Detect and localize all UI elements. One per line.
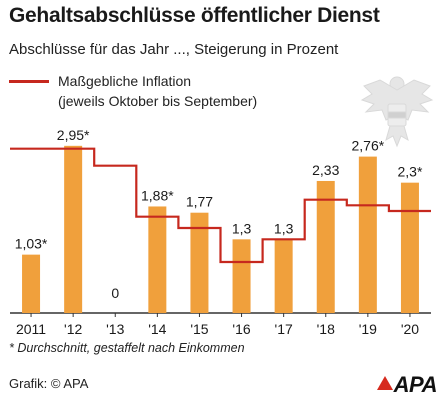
bar-value-label-9: 2,3* xyxy=(397,164,422,180)
bar-value-label-1: 2,95* xyxy=(57,127,90,143)
x-tick-label-7: '18 xyxy=(317,321,335,337)
bar-7 xyxy=(316,180,335,313)
source-credit: Grafik: © APA xyxy=(9,376,89,391)
bar-value-label-6: 1,3 xyxy=(274,220,294,236)
bar-value-label-8: 2,76* xyxy=(351,138,384,154)
x-tick-label-9: '20 xyxy=(401,321,419,337)
bar-value-label-2: 0 xyxy=(111,285,119,301)
legend-inflation-label: Maßgebliche Inflation (jeweils Oktober b… xyxy=(58,71,257,111)
bar-value-label-7: 2,33 xyxy=(312,162,339,178)
bar-8 xyxy=(358,156,377,313)
x-tick-label-6: '17 xyxy=(275,321,293,337)
x-tick-label-4: '15 xyxy=(190,321,208,337)
bar-0 xyxy=(22,254,41,313)
x-tick-label-1: '12 xyxy=(64,321,82,337)
legend-inflation-swatch xyxy=(9,80,49,83)
bar-value-label-4: 1,77 xyxy=(186,194,213,210)
legend-label-line1: Maßgebliche Inflation xyxy=(58,73,192,89)
bar-value-label-3: 1,88* xyxy=(141,187,174,203)
bar-chart: 1,03* 2011 2,95* '12 0 '13 1,88* '14 1,77 '15 1,3 '… xyxy=(10,127,431,337)
bar-3 xyxy=(148,206,167,313)
x-tick-label-3: '14 xyxy=(148,321,166,337)
page-title: Gehaltsabschlüsse öffentlicher Dienst xyxy=(9,4,380,27)
x-tick-label-8: '19 xyxy=(359,321,377,337)
apa-logo-mark xyxy=(377,376,393,390)
bar-1 xyxy=(64,145,83,313)
bar-value-label-5: 1,3 xyxy=(232,220,252,236)
bar-6 xyxy=(274,239,293,313)
bar-9 xyxy=(400,182,419,313)
legend-label-line2: (jeweils Oktober bis September) xyxy=(58,93,258,109)
x-tick-label-5: '16 xyxy=(232,321,250,337)
bar-value-label-0: 1,03* xyxy=(15,236,48,252)
chart-subtitle: Abschlüsse für das Jahr ..., Steigerung … xyxy=(9,41,339,58)
bar-5 xyxy=(232,239,251,313)
apa-logo: APA xyxy=(377,368,438,397)
bar-4 xyxy=(190,212,209,313)
apa-logo-text: APA xyxy=(393,372,438,397)
inflation-step-line xyxy=(10,147,431,264)
austrian-eagle-crest-icon xyxy=(360,76,434,148)
x-tick-label-2: '13 xyxy=(106,321,124,337)
x-tick-label-0: 2011 xyxy=(16,321,46,337)
footnote: * Durchschnitt, gestaffelt nach Einkomme… xyxy=(9,341,245,355)
